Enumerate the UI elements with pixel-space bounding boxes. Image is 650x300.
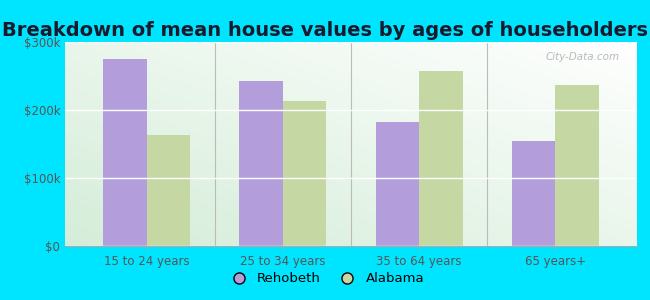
Text: Breakdown of mean house values by ages of householders: Breakdown of mean house values by ages o… xyxy=(2,21,648,40)
Bar xyxy=(283,101,326,246)
Legend: Rehobeth, Alabama: Rehobeth, Alabama xyxy=(220,267,430,290)
Text: City-Data.com: City-Data.com xyxy=(546,52,620,62)
Bar xyxy=(103,59,147,246)
Bar xyxy=(512,141,555,246)
Bar xyxy=(555,85,599,246)
Bar xyxy=(239,81,283,246)
Bar xyxy=(147,135,190,246)
Bar xyxy=(419,70,463,246)
Bar xyxy=(376,122,419,246)
